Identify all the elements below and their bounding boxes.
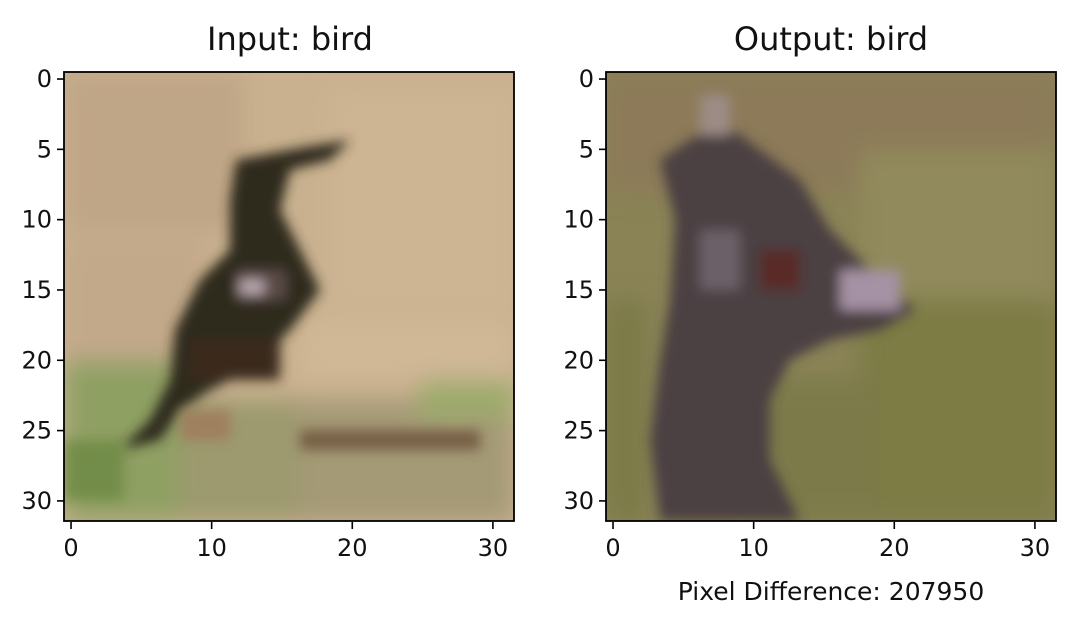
input-axes-frame [63,71,515,522]
output-y-tick-label: 15 [563,276,594,304]
input-x-axis: 0 10 20 30 [63,522,508,562]
input-image [64,72,514,521]
input-y-tick-label: 20 [21,346,52,374]
output-y-tick-label: 20 [563,346,594,374]
output-x-axis: 0 10 20 30 [605,522,1050,562]
output-y-tick-label: 0 [579,65,594,93]
input-x-tick-label: 0 [63,534,78,562]
output-y-tick-label: 5 [579,135,594,163]
input-y-tick-label: 5 [37,135,52,163]
input-y-tick-label: 0 [37,65,52,93]
input-x-tick-label: 20 [337,534,368,562]
pixel-difference-caption: Pixel Difference: 207950 [678,577,984,606]
input-x-tick-label: 10 [196,534,227,562]
input-panel: Input: bird [21,20,515,562]
output-axes-frame [605,71,1057,522]
output-x-tick-label: 20 [879,534,910,562]
input-title: Input: bird [207,20,373,58]
output-x-tick-label: 10 [738,534,769,562]
output-title: Output: bird [734,20,928,58]
output-y-tick-label: 25 [563,417,594,445]
input-y-tick-label: 30 [21,487,52,515]
input-y-tick-label: 25 [21,417,52,445]
output-y-tick-label: 30 [563,487,594,515]
output-image [606,72,1056,521]
input-y-tick-label: 15 [21,276,52,304]
output-y-tick-label: 10 [563,206,594,234]
output-x-tick-label: 30 [1020,534,1051,562]
input-y-axis: 0 5 10 15 20 25 30 [21,65,64,515]
output-x-tick-label: 0 [605,534,620,562]
output-y-axis: 0 5 10 15 20 25 30 [563,65,606,515]
input-x-tick-label: 30 [478,534,509,562]
input-y-tick-label: 10 [21,206,52,234]
